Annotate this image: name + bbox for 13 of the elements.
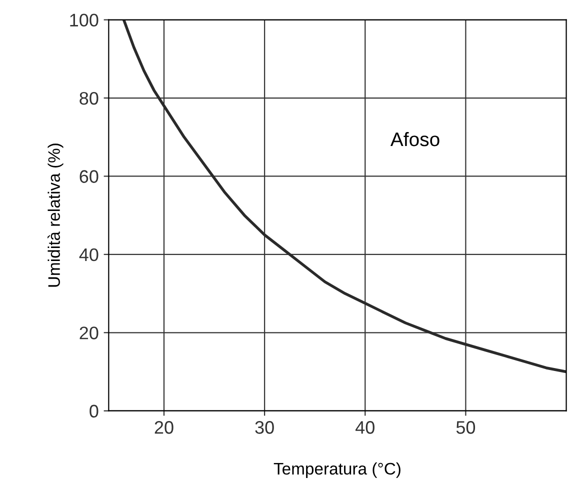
y-tick-label: 100 <box>70 14 98 27</box>
x-tick-label: 20 <box>154 421 174 434</box>
annotation: Afoso <box>390 132 440 146</box>
y-tick-label: 0 <box>90 404 98 418</box>
x-tick-label: 30 <box>255 421 274 434</box>
y-axis-title: Umidità relativa (%) <box>48 144 64 287</box>
y-tick-label: 20 <box>80 326 98 340</box>
y-tick-label: 80 <box>80 92 98 105</box>
x-tick-label: 40 <box>356 421 374 434</box>
y-tick-label: 60 <box>80 170 98 183</box>
x-tick-label: 50 <box>456 421 476 434</box>
x-axis-title: Temperatura (°C) <box>274 462 400 478</box>
y-tick-label: 40 <box>79 248 98 262</box>
